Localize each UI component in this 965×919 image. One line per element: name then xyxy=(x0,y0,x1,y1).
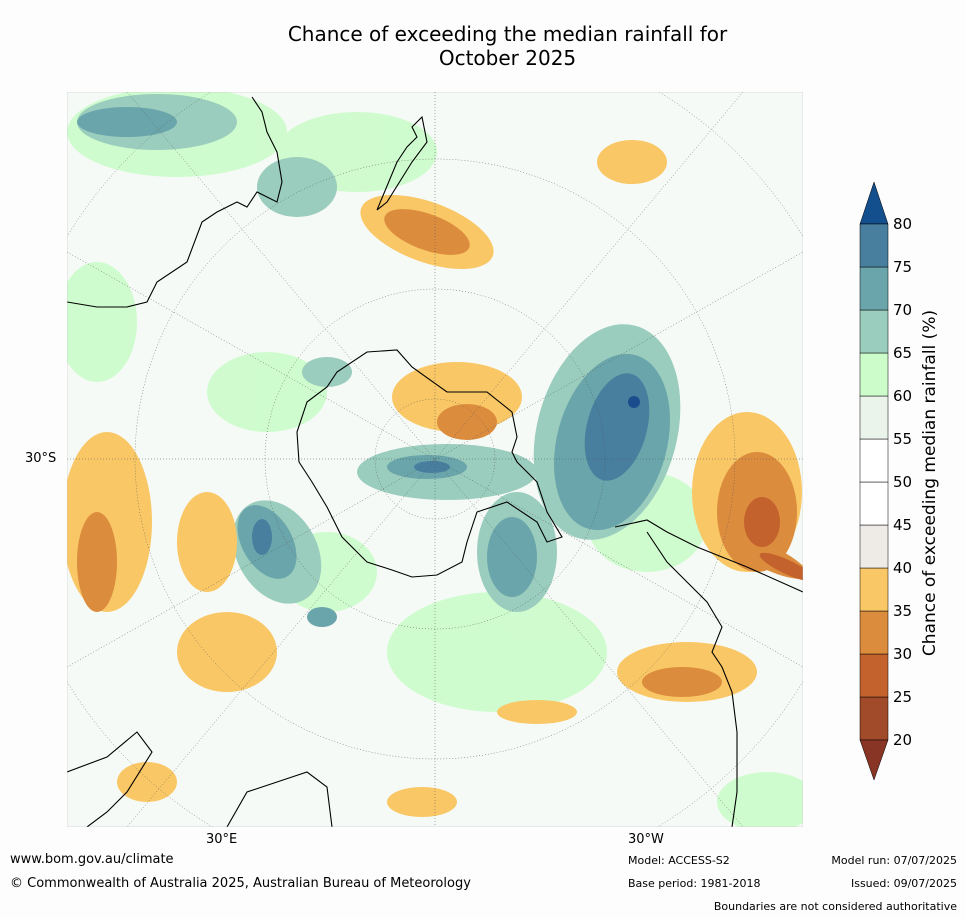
model-run-text: Model run: 07/07/2025 xyxy=(831,854,957,867)
colorbar-tick-label: 30 xyxy=(893,645,912,663)
colorbar-cells xyxy=(859,223,889,741)
colorbar-cell-20 xyxy=(859,696,889,741)
coastlines xyxy=(67,96,803,827)
colorbar-tick-label: 45 xyxy=(893,516,912,534)
strong-wet-core xyxy=(628,396,640,408)
colorbar-cell-35 xyxy=(859,567,889,612)
colorbar-tick-label: 70 xyxy=(893,301,912,319)
colorbar-cell-25 xyxy=(859,653,889,698)
colorbar-cell-50 xyxy=(859,438,889,483)
colorbar-label: Chance of exceeding median rainfall (%) xyxy=(920,310,940,656)
colorbar-tick-label: 65 xyxy=(893,344,912,362)
lat-label-30s: 30°S xyxy=(25,451,57,466)
colorbar: 20 25 30 35 40 45 50 55 60 65 70 75 80 Chance of exc… xyxy=(859,181,940,781)
colorbar-tick-label: 35 xyxy=(893,602,912,620)
colorbar-tick-label: 25 xyxy=(893,688,912,706)
colorbar-ticks: 20 25 30 35 40 45 50 55 60 65 70 75 80 xyxy=(893,215,912,749)
lon-label-30w: 30°W xyxy=(628,832,664,847)
south-america-coastline xyxy=(614,519,803,827)
africa-coastline xyxy=(67,731,333,827)
colorbar-cell-65 xyxy=(859,309,889,354)
model-text: Model: ACCESS-S2 xyxy=(628,854,730,867)
lon-label-30e: 30°E xyxy=(206,832,238,847)
new-zealand-coastline xyxy=(376,115,428,211)
colorbar-tick-label: 60 xyxy=(893,387,912,405)
colorbar-tick-label: 50 xyxy=(893,473,912,491)
colorbar-cell-60 xyxy=(859,352,889,397)
colorbar-cell-55 xyxy=(859,395,889,440)
colorbar-cell-75 xyxy=(859,223,889,268)
colorbar-tick-label: 80 xyxy=(893,215,912,233)
very-dry-areas xyxy=(744,497,803,582)
colorbar-tick-label: 55 xyxy=(893,430,912,448)
issued-text: Issued: 09/07/2025 xyxy=(850,877,957,890)
colorbar-high-extend xyxy=(859,181,889,225)
rainfall-map xyxy=(67,92,803,827)
copyright-text: © Commonwealth of Australia 2025, Austra… xyxy=(10,876,471,891)
colorbar-low-extend xyxy=(859,739,889,781)
colorbar-cell-45 xyxy=(859,481,889,526)
graticule xyxy=(67,92,803,827)
title-line-2: October 2025 xyxy=(438,46,577,70)
colorbar-cell-40 xyxy=(859,524,889,569)
disclaimer-text: Boundaries are not considered authoritat… xyxy=(713,900,957,913)
title-line-1: Chance of exceeding the median rainfall … xyxy=(287,22,728,46)
website-link[interactable]: www.bom.gov.au/climate xyxy=(10,852,174,867)
colorbar-tick-label: 20 xyxy=(893,731,912,749)
base-period-text: Base period: 1981-2018 xyxy=(628,877,761,890)
colorbar-cell-30 xyxy=(859,610,889,655)
colorbar-tick-label: 40 xyxy=(893,559,912,577)
colorbar-cell-70 xyxy=(859,266,889,311)
colorbar-tick-label: 75 xyxy=(893,258,912,276)
australia-coastline xyxy=(67,96,283,308)
antarctica-coastline xyxy=(296,349,563,578)
map-title: Chance of exceeding the median rainfall … xyxy=(0,22,965,70)
